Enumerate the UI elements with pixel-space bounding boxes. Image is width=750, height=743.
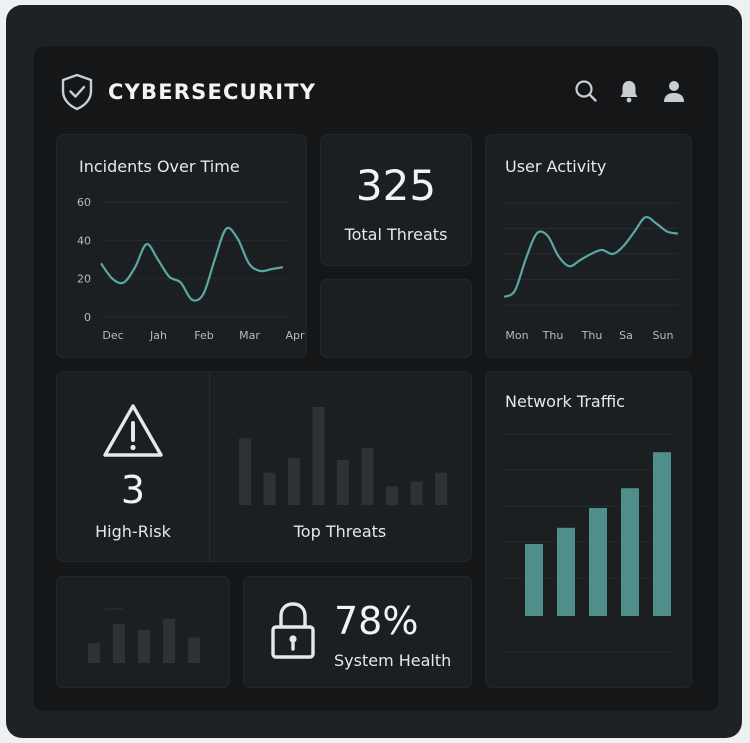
lock-icon xyxy=(271,602,315,659)
total-threats-label: Total Threats xyxy=(344,225,448,244)
x-tick-label: Jah xyxy=(149,329,167,342)
x-tick-label: Sa xyxy=(619,329,633,342)
top-threats-bar xyxy=(410,481,423,505)
top-threats-bar xyxy=(386,486,398,505)
network-traffic-chart xyxy=(504,433,676,653)
network-traffic-card: Network Traffic xyxy=(486,372,691,687)
divider xyxy=(209,372,210,561)
x-tick-label: Mar xyxy=(239,329,260,342)
y-tick-label: 40 xyxy=(77,234,91,247)
incidents-line xyxy=(100,226,284,302)
network-traffic-bar xyxy=(653,452,671,616)
network-traffic-bar xyxy=(525,544,543,616)
user-activity-title: User Activity xyxy=(505,157,607,176)
app-title: CYBERSECURITY xyxy=(108,80,317,104)
user-activity-card: User Activity Mon Thu Thu Sa Sun xyxy=(486,135,691,357)
incidents-card: Incidents Over Time 0 20 40 60 Dec Jah Feb Mar A… xyxy=(57,135,306,357)
network-traffic-bar xyxy=(589,508,607,616)
top-threats-bar xyxy=(312,407,325,505)
y-tick-label: 60 xyxy=(77,196,91,209)
high-risk-value: 3 xyxy=(120,468,146,512)
top-threats-bar xyxy=(239,438,251,505)
search-icon[interactable] xyxy=(573,78,599,104)
threat-summary-card: 3 High-Risk Top Threats xyxy=(57,372,471,561)
empty-card xyxy=(321,280,471,357)
mini-chart-bar xyxy=(163,618,175,663)
top-threats-bar xyxy=(288,457,300,505)
x-tick-label: Feb xyxy=(194,329,213,342)
total-threats-card: 325 Total Threats xyxy=(321,135,471,265)
mini-chart-bar xyxy=(188,637,200,663)
y-tick-label: 20 xyxy=(77,273,91,286)
system-health-label: System Health xyxy=(334,651,452,670)
user-icon[interactable] xyxy=(661,78,687,104)
top-threats-bar xyxy=(337,459,349,505)
top-threats-bar xyxy=(263,472,276,505)
x-tick-label: Sun xyxy=(653,329,674,342)
x-tick-label: Thu xyxy=(542,329,564,342)
top-threats-bar xyxy=(361,448,374,505)
x-tick-label: Apr xyxy=(285,329,305,342)
mini-chart-bar xyxy=(88,643,100,663)
mini-chart-bar xyxy=(138,629,150,663)
system-health-card: 78% System Health xyxy=(244,577,471,687)
mini-chart xyxy=(88,608,200,663)
top-threats-chart xyxy=(239,407,447,505)
top-threats-bar xyxy=(435,472,447,505)
warning-icon xyxy=(103,404,163,457)
y-tick-label: 0 xyxy=(84,311,91,324)
shield-check-icon xyxy=(61,73,93,111)
user-activity-chart: Mon Thu Thu Sa Sun xyxy=(503,202,679,342)
network-traffic-bar xyxy=(621,488,639,616)
system-health-value: 78% xyxy=(334,599,419,643)
network-traffic-title: Network Traffic xyxy=(505,392,625,411)
x-tick-label: Thu xyxy=(581,329,603,342)
incidents-chart: 0 20 40 60 Dec Jah Feb Mar Apr xyxy=(77,196,305,342)
mini-chart-bar xyxy=(113,624,125,663)
incidents-title: Incidents Over Time xyxy=(79,157,240,176)
top-threats-label: Top Threats xyxy=(293,522,387,541)
x-tick-label: Dec xyxy=(102,329,123,342)
high-risk-label: High-Risk xyxy=(95,522,171,541)
mini-chart-card xyxy=(57,577,229,687)
x-tick-label: Mon xyxy=(505,329,528,342)
network-traffic-bar xyxy=(557,527,575,616)
total-threats-value: 325 xyxy=(355,161,437,210)
user-activity-line xyxy=(503,215,679,298)
brand: CYBERSECURITY xyxy=(60,73,316,111)
bell-icon[interactable] xyxy=(616,78,642,104)
